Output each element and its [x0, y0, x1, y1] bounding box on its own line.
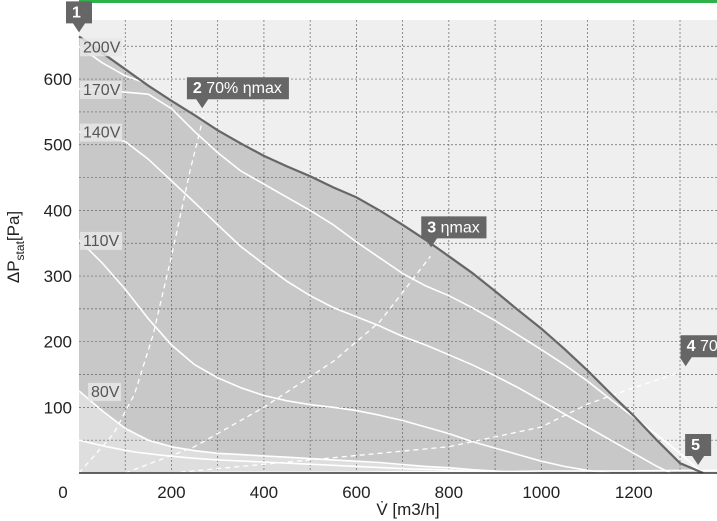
marker-2-box	[186, 77, 289, 109]
efficiency-line	[171, 372, 678, 474]
marker-4-box	[679, 335, 717, 367]
voltage-label-bg	[80, 38, 122, 57]
marker-3-box	[421, 216, 487, 248]
voltage-label-bg	[88, 382, 121, 401]
voltage-label-140v: 140V	[83, 125, 121, 142]
marker-5-label: 5	[691, 437, 700, 454]
marker-5-box	[685, 434, 712, 465]
grid-lines	[79, 20, 717, 473]
y-axis-title: ΔPstat[Pa]	[4, 211, 27, 283]
efficiency-line	[124, 255, 431, 474]
efficiency-line	[78, 115, 205, 474]
low-speed-area	[79, 390, 542, 473]
voltage-label-bg	[80, 80, 122, 99]
voltage-label-200v: 200V	[83, 39, 121, 56]
speed-curve	[78, 439, 523, 474]
x-tick-label: 600	[342, 483, 370, 502]
tick-labels: 0 200 400 600 800 1000 1200 100 200 300 400 500 600	[44, 70, 653, 502]
marker-3-label: 3 ηmax	[427, 219, 479, 236]
y-tick-label: 200	[44, 333, 72, 352]
max-curve-group	[78, 35, 704, 475]
x-tick-label: 200	[157, 483, 185, 502]
y-tick-label: 400	[44, 201, 72, 220]
marker-1-box	[66, 1, 92, 33]
operating-areas	[79, 36, 704, 474]
marker-2-label: 2 70% ηmax	[193, 80, 282, 97]
speed-curves	[78, 45, 717, 474]
x-axis-title: V̇ [m3/h]	[376, 500, 439, 519]
operating-area	[79, 36, 704, 474]
x-tick-label: 800	[435, 483, 463, 502]
speed-curve-140v	[78, 130, 672, 474]
x-tick-label: 1000	[522, 483, 560, 502]
voltage-label-bg	[80, 231, 122, 250]
speed-curve-110v	[78, 239, 611, 474]
voltage-label-bg	[80, 123, 122, 142]
y-tick-label: 300	[44, 267, 72, 286]
x-tick-label: 400	[250, 483, 278, 502]
y-tick-label: 600	[44, 70, 72, 89]
x-tick-label: 1200	[615, 483, 653, 502]
y-tick-label: 500	[44, 136, 72, 155]
voltage-label-80v: 80V	[91, 384, 120, 401]
voltage-label-170v: 170V	[83, 82, 121, 99]
operating-point-markers: 1 2 70% ηmax 3 ηmax 4 70% ηmax 5	[66, 1, 717, 465]
efficiency-lines	[78, 115, 678, 474]
x-tick-label: 0	[58, 483, 67, 502]
voltage-label-110v: 110V	[83, 233, 120, 250]
y-tick-label: 100	[44, 398, 72, 417]
max-curve	[78, 35, 704, 475]
marker-1-label: 1	[72, 4, 81, 21]
voltage-labels: 200V 170V 140V 110V 80V	[80, 38, 122, 401]
speed-curve-80v	[78, 390, 542, 474]
speed-curve-170v	[78, 88, 700, 471]
marker-4-label: 4 70% ηmax	[687, 338, 717, 355]
